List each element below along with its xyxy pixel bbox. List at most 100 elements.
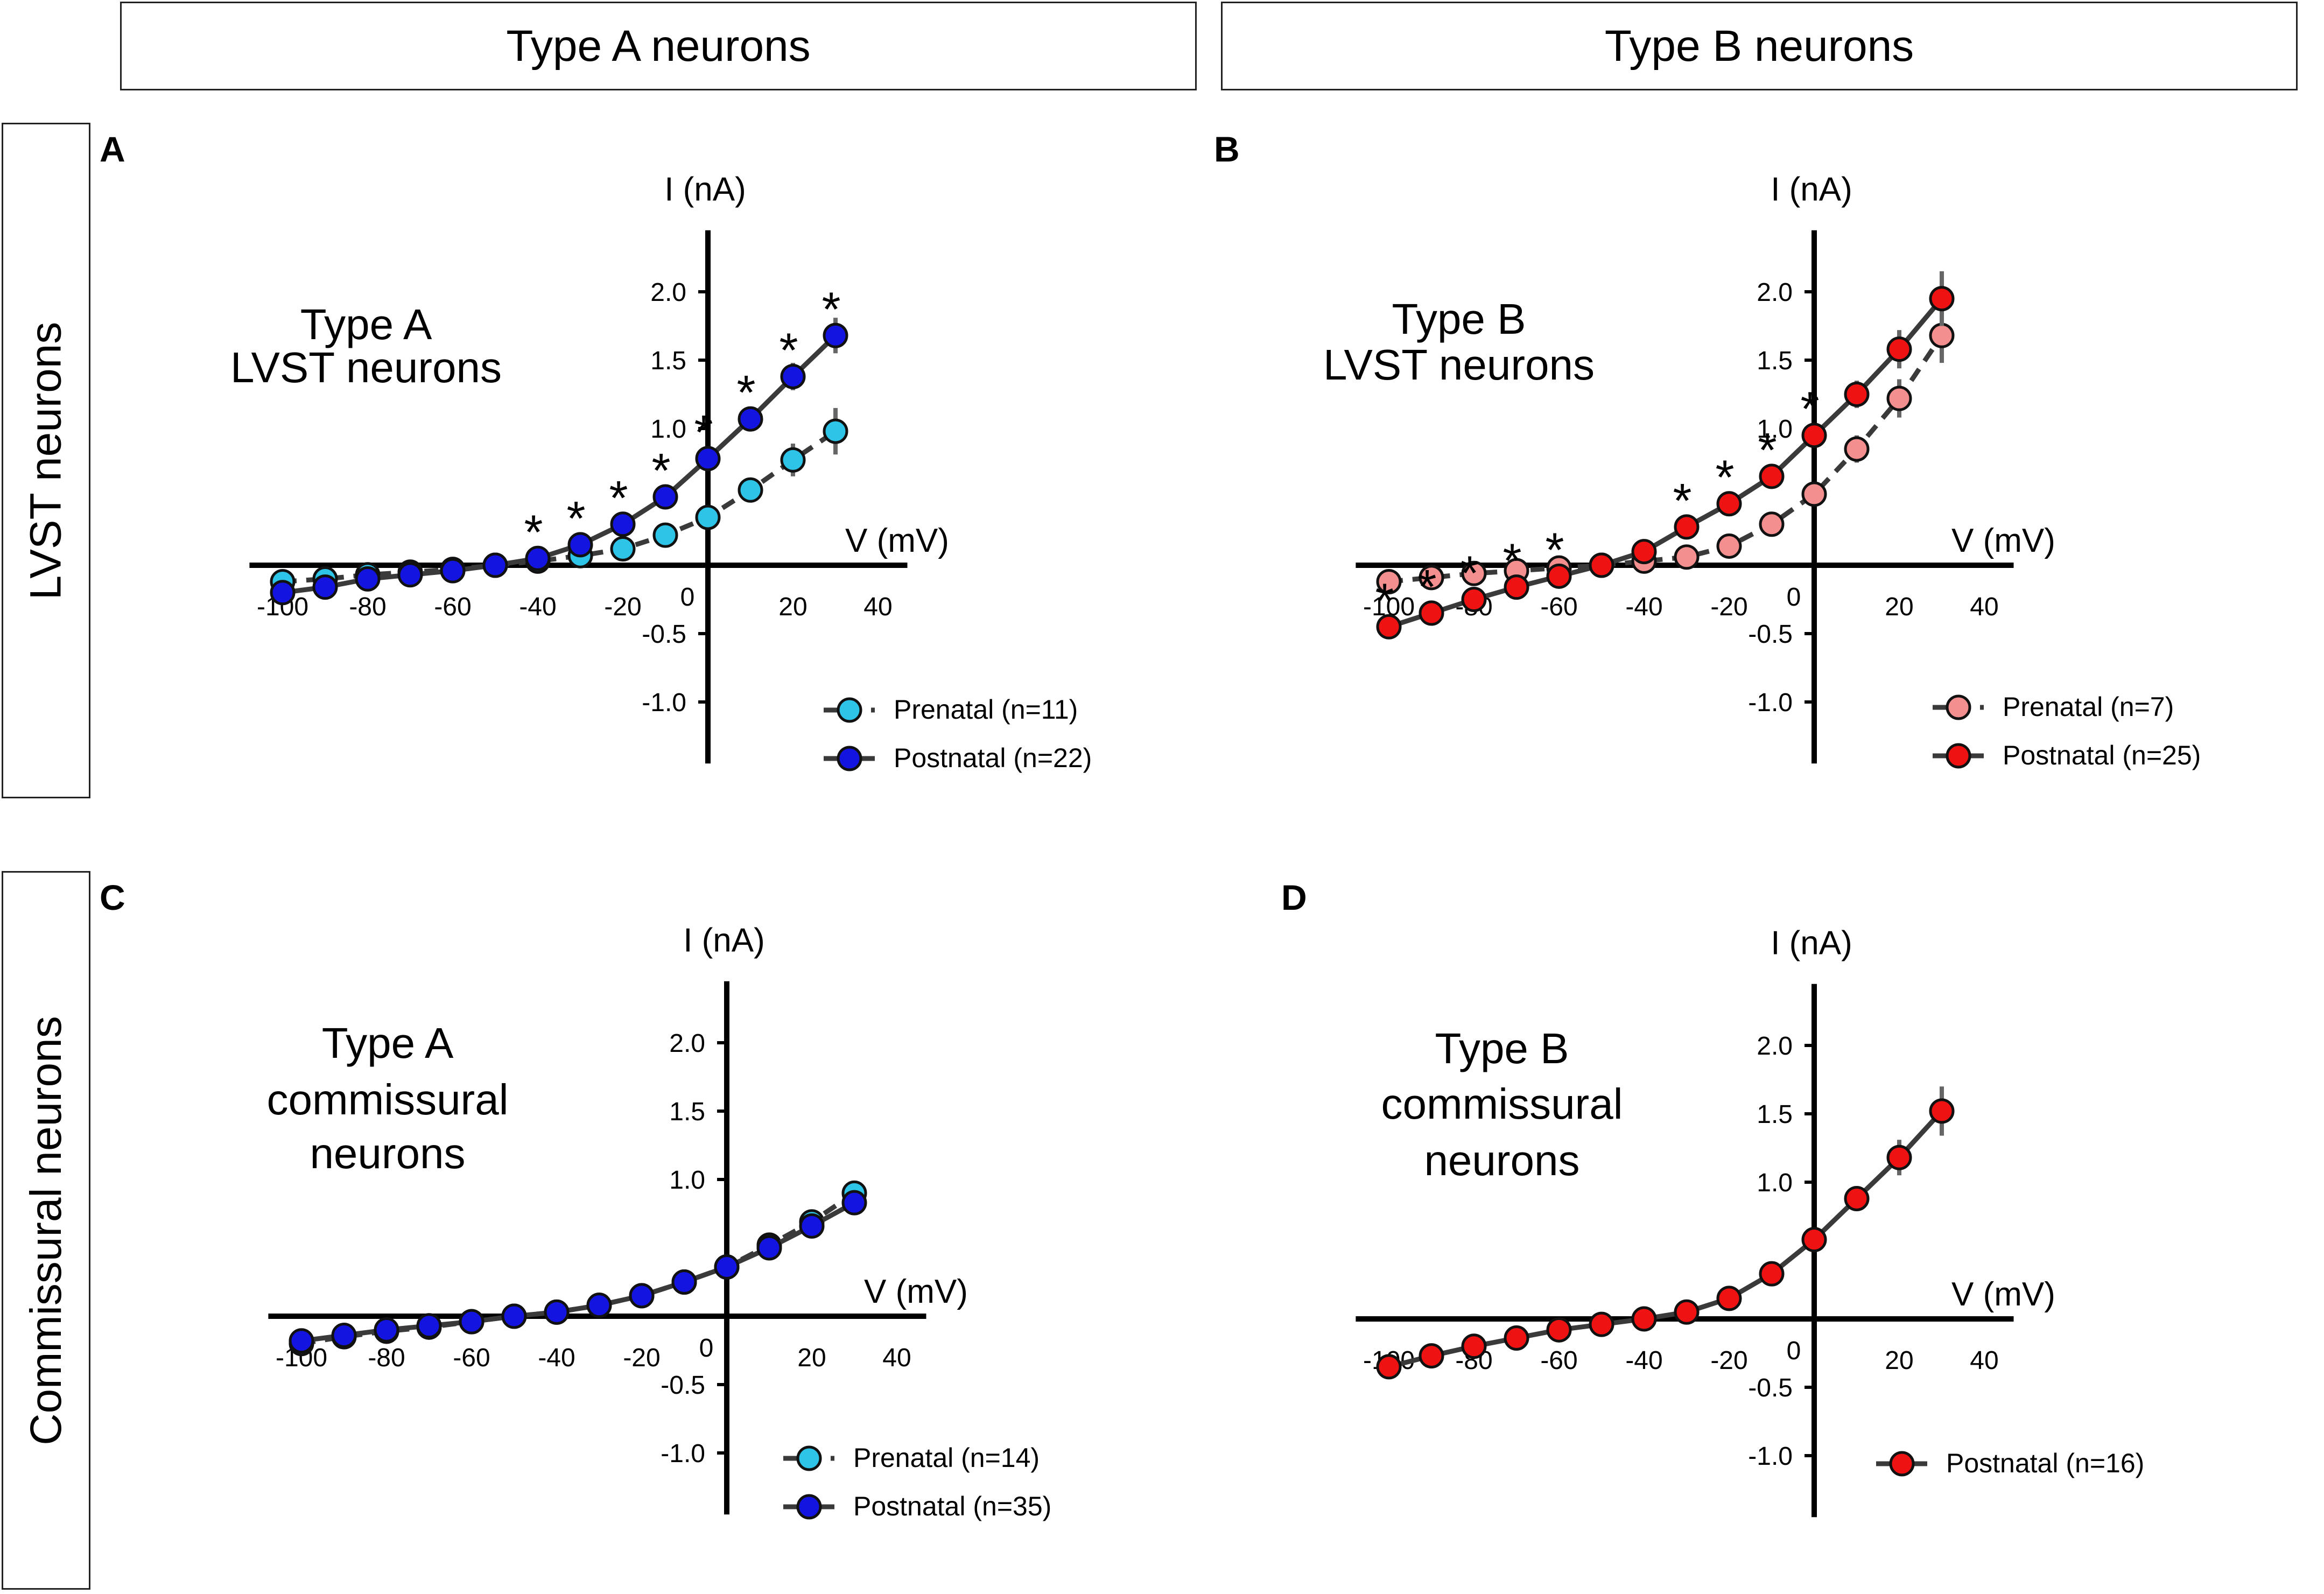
legend-marker: [1889, 1451, 1915, 1477]
data-point: [1674, 544, 1700, 570]
data-point: [331, 1323, 357, 1349]
x-tick-label: -40: [519, 593, 556, 621]
significance-star: *: [1545, 523, 1564, 577]
legend-marker: [837, 746, 862, 771]
y-tick-label: 2.0: [1757, 278, 1793, 307]
x-tick-label: 0: [699, 1334, 714, 1363]
data-point: [799, 1213, 825, 1239]
significance-star: *: [694, 406, 713, 460]
data-point: [1461, 587, 1487, 612]
data-point: [671, 1269, 697, 1295]
data-point: [567, 532, 593, 558]
data-point: [610, 536, 636, 562]
data-point: [416, 1313, 442, 1339]
y-tick-label: 1.0: [669, 1166, 705, 1195]
data-point: [1801, 1227, 1827, 1253]
panel-letter: A: [100, 129, 125, 169]
x-tick-label: 40: [863, 593, 892, 621]
y-tick-label: -1.0: [661, 1439, 705, 1468]
data-point: [1844, 382, 1870, 407]
chart-title-line: commissural: [1381, 1080, 1623, 1128]
data-point: [629, 1283, 655, 1309]
chart-title-line: Type B: [1392, 295, 1526, 343]
panel-d-chart: D-100-80-60-40-20020402.01.51.0-0.5-1.0V…: [1281, 877, 2144, 1518]
data-point: [586, 1293, 612, 1318]
x-axis-label: V (mV): [1951, 522, 2055, 559]
x-tick-label: 20: [778, 593, 807, 621]
x-tick-label: -80: [349, 593, 386, 621]
y-axis-label: I (nA): [1771, 171, 1852, 208]
panel-letter: C: [100, 877, 125, 917]
x-tick-label: 40: [882, 1344, 911, 1372]
x-tick-label: 20: [1885, 593, 1913, 621]
data-point: [525, 545, 551, 571]
column-header-type-a: Type A neurons: [120, 2, 1197, 90]
data-point: [544, 1299, 570, 1325]
data-point: [1589, 1311, 1614, 1337]
legend-label: Prenatal (n=7): [2003, 692, 2174, 722]
data-point: [440, 558, 466, 584]
significance-star: *: [1673, 474, 1691, 528]
y-tick-label: 1.0: [650, 415, 686, 444]
data-point: [355, 566, 381, 592]
data-point: [1419, 1343, 1444, 1369]
x-axis-label: V (mV): [864, 1273, 968, 1310]
legend-marker: [796, 1445, 822, 1471]
legend-label: Postnatal (n=22): [894, 743, 1092, 773]
series-line: [282, 429, 837, 584]
x-axis-label: V (mV): [1951, 1276, 2055, 1313]
data-point: [1504, 574, 1529, 600]
row-header-lvst: LVST neurons: [2, 123, 90, 798]
data-point: [1461, 560, 1487, 586]
data-point: [1801, 481, 1827, 507]
data-point: [823, 418, 848, 444]
significance-star: *: [822, 283, 840, 336]
y-tick-label: 1.5: [669, 1098, 705, 1126]
data-point: [501, 1303, 527, 1329]
x-tick-label: -40: [1625, 1346, 1662, 1375]
data-point: [1546, 1317, 1572, 1343]
data-point: [780, 363, 806, 389]
data-point: [1886, 385, 1912, 411]
data-point: [1716, 491, 1742, 517]
legend-label: Postnatal (n=16): [1946, 1448, 2144, 1478]
significance-star: *: [1502, 535, 1521, 588]
data-point: [695, 446, 721, 472]
legend-marker: [837, 697, 862, 723]
data-point: [312, 574, 338, 600]
legend-label: Postnatal (n=25): [2003, 740, 2201, 770]
y-tick-label: -0.5: [642, 620, 686, 649]
data-point: [1716, 533, 1742, 559]
chart-title-line: neurons: [310, 1129, 465, 1177]
y-tick-label: 1.0: [1757, 1169, 1793, 1197]
data-point: [1419, 565, 1444, 591]
data-point: [1631, 539, 1657, 565]
data-point: [1631, 1306, 1657, 1332]
data-point: [1419, 600, 1444, 626]
legend-marker: [1946, 694, 1971, 720]
data-point: [1376, 1354, 1402, 1380]
legend-label: Postnatal (n=35): [853, 1491, 1051, 1521]
significance-star: *: [779, 324, 798, 377]
significance-star: *: [566, 492, 585, 546]
x-tick-label: -20: [623, 1344, 660, 1372]
data-point: [1504, 1325, 1529, 1351]
x-tick-label: 0: [680, 583, 695, 612]
y-tick-label: 2.0: [669, 1029, 705, 1058]
panel-letter: B: [1214, 129, 1240, 169]
panel-letter: D: [1281, 877, 1307, 917]
data-point: [1801, 423, 1827, 448]
y-tick-label: 1.5: [1757, 347, 1793, 375]
y-tick-label: -1.0: [1748, 689, 1793, 717]
data-point: [1759, 1261, 1785, 1287]
significance-star: *: [1417, 560, 1436, 614]
data-point: [1759, 464, 1785, 489]
data-point: [1886, 336, 1912, 362]
data-point: [610, 511, 636, 537]
data-point: [1716, 1286, 1742, 1311]
data-point: [374, 1317, 399, 1343]
x-tick-label: 20: [797, 1344, 826, 1372]
data-point: [780, 447, 806, 473]
data-point: [1844, 436, 1870, 462]
x-tick-label: 0: [1787, 583, 1801, 612]
